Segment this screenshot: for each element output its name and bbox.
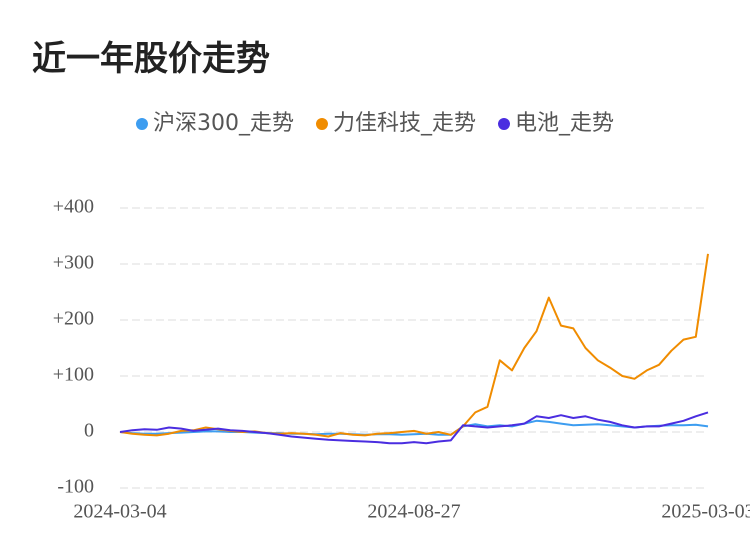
x-tick-label: 2024-08-27 (367, 501, 460, 523)
y-tick-label: +100 (53, 364, 94, 386)
legend-label: 沪深300_走势 (153, 111, 294, 136)
legend-marker (498, 118, 510, 130)
y-tick-label: 0 (84, 420, 94, 442)
y-tick-label: +300 (53, 252, 94, 274)
legend-marker (315, 118, 328, 130)
legend-label: 力佳科技_走势 (333, 111, 476, 136)
line-series (119, 419, 709, 436)
line-series (119, 411, 709, 445)
x-tick-label: 2024-03-04 (73, 501, 166, 523)
legend-label: 电池_走势 (515, 111, 614, 136)
line-series (119, 253, 709, 438)
legend: 沪深300_走势 力佳科技_走势 电池_走势 (135, 111, 614, 136)
y-tick-label: +400 (53, 196, 94, 218)
x-tick-label: 2025-03-03 (661, 501, 750, 523)
legend-marker (135, 118, 148, 130)
y-tick-label: -100 (57, 476, 94, 498)
y-tick-label: +200 (53, 308, 94, 330)
chart-title: 近一年股价走势 (32, 39, 270, 79)
